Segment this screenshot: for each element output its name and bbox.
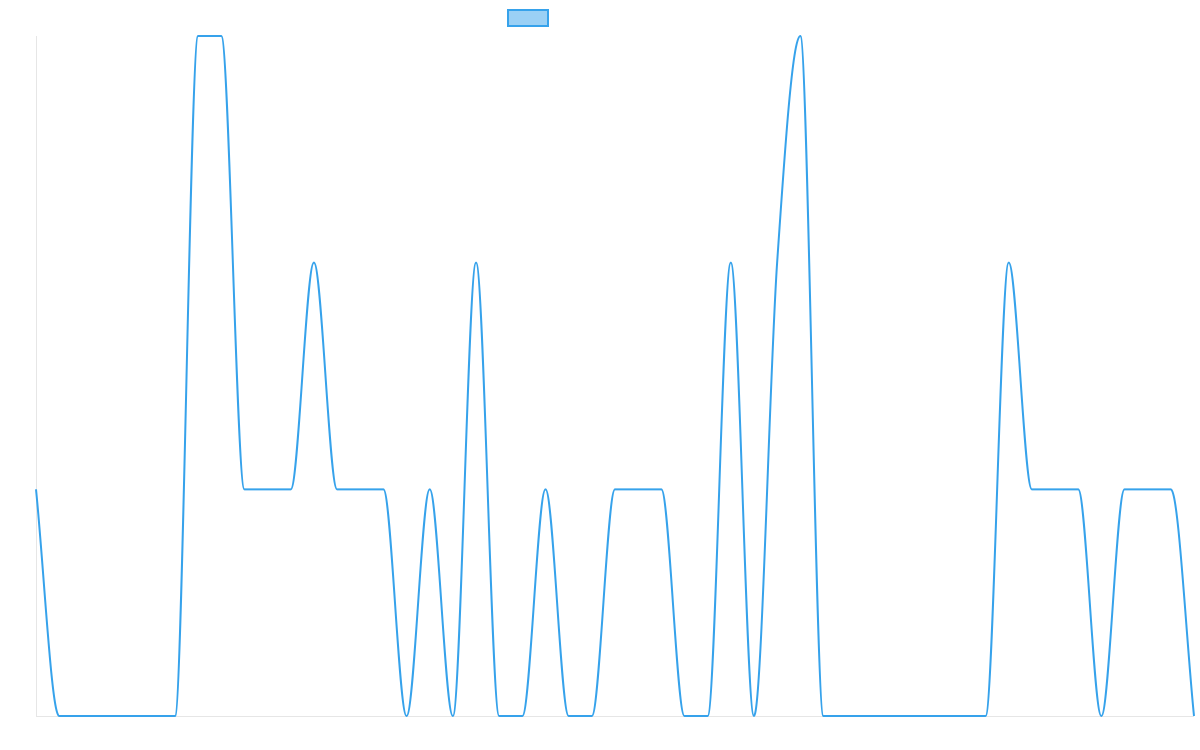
data-point[interactable] — [1075, 486, 1081, 492]
data-point[interactable] — [288, 486, 294, 492]
data-point[interactable] — [56, 713, 62, 719]
data-point[interactable] — [172, 713, 178, 719]
data-point[interactable] — [913, 713, 919, 719]
data-point[interactable] — [496, 713, 502, 719]
data-point[interactable] — [566, 713, 572, 719]
data-point[interactable] — [241, 486, 247, 492]
data-point[interactable] — [265, 486, 271, 492]
data-point[interactable] — [404, 713, 410, 719]
data-point[interactable] — [450, 713, 456, 719]
data-point[interactable] — [218, 33, 224, 39]
data-point[interactable] — [797, 33, 803, 39]
data-point[interactable] — [543, 486, 549, 492]
data-point[interactable] — [867, 713, 873, 719]
data-point[interactable] — [79, 713, 85, 719]
data-point[interactable] — [705, 713, 711, 719]
data-point[interactable] — [126, 713, 132, 719]
data-point[interactable] — [1052, 486, 1058, 492]
data-point[interactable] — [519, 713, 525, 719]
data-point[interactable] — [380, 486, 386, 492]
series-line — [35, 35, 1195, 717]
data-point[interactable] — [1098, 713, 1104, 719]
data-point[interactable] — [890, 713, 896, 719]
series-layer — [33, 33, 1197, 719]
data-point[interactable] — [681, 713, 687, 719]
data-point[interactable] — [635, 486, 641, 492]
data-point[interactable] — [589, 713, 595, 719]
data-point[interactable] — [102, 713, 108, 719]
data-point[interactable] — [427, 486, 433, 492]
data-point[interactable] — [357, 486, 363, 492]
data-point[interactable] — [612, 486, 618, 492]
data-point[interactable] — [1122, 486, 1128, 492]
data-point[interactable] — [774, 260, 780, 266]
data-point[interactable] — [936, 713, 942, 719]
data-point[interactable] — [473, 260, 479, 266]
legend[interactable] — [507, 9, 549, 27]
data-point[interactable] — [1145, 486, 1151, 492]
data-point[interactable] — [844, 713, 850, 719]
data-point[interactable] — [728, 260, 734, 266]
legend-swatch-series-1[interactable] — [507, 9, 549, 27]
data-point[interactable] — [1168, 486, 1174, 492]
data-point[interactable] — [334, 486, 340, 492]
data-point[interactable] — [658, 486, 664, 492]
data-point[interactable] — [1191, 713, 1197, 719]
data-point[interactable] — [195, 33, 201, 39]
data-point[interactable] — [959, 713, 965, 719]
data-point[interactable] — [820, 713, 826, 719]
data-point[interactable] — [751, 713, 757, 719]
data-point[interactable] — [149, 713, 155, 719]
data-point[interactable] — [33, 486, 39, 492]
data-point[interactable] — [311, 260, 317, 266]
data-point[interactable] — [983, 713, 989, 719]
data-point[interactable] — [1029, 486, 1035, 492]
data-point[interactable] — [1006, 260, 1012, 266]
